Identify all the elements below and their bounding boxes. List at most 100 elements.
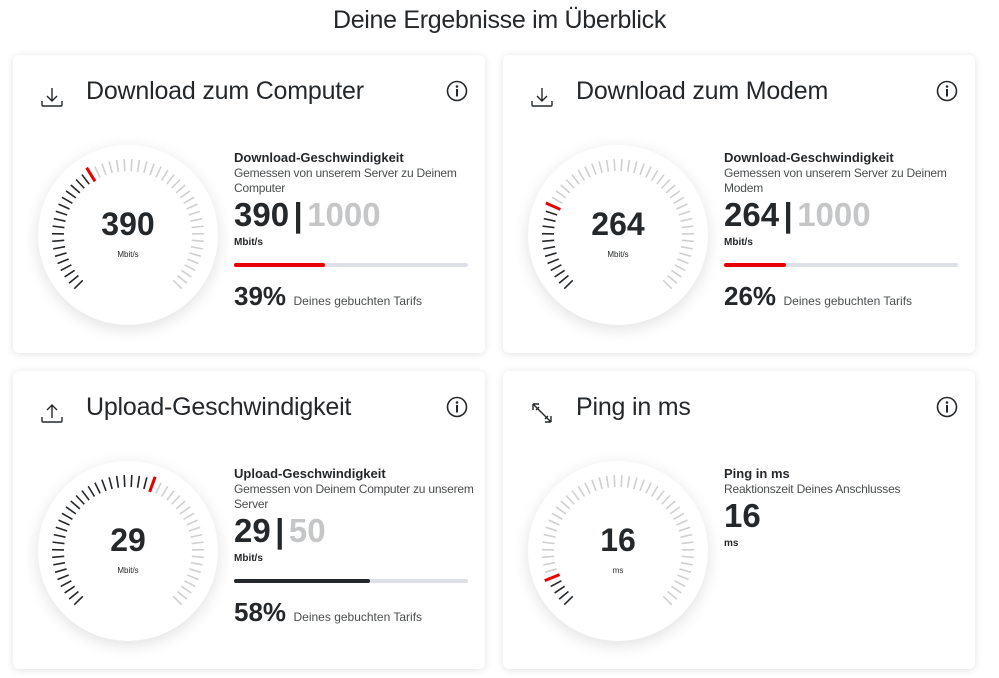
gauge-tick	[58, 519, 70, 526]
gauge-tick	[52, 239, 65, 243]
gauge-tick	[188, 210, 201, 216]
progress-bar	[234, 263, 468, 267]
gauge-value: 390	[101, 206, 155, 242]
gauge-tick	[558, 590, 569, 600]
gauge-tick	[584, 166, 591, 178]
gauge-tick	[184, 580, 196, 588]
gauge-tick	[57, 258, 69, 265]
percent-value: 58%	[234, 597, 287, 627]
gauge-tick	[171, 178, 181, 189]
gauge-tick	[662, 279, 673, 290]
gauge-tick	[190, 245, 203, 250]
gauge-tick	[679, 252, 692, 258]
gauge-tick	[130, 475, 133, 488]
gauge-tick	[64, 269, 76, 278]
gauge-tick	[160, 485, 169, 497]
gauge-tick	[673, 196, 685, 205]
info-icon[interactable]	[446, 396, 468, 418]
value-unit: Mbit/s	[234, 553, 263, 564]
result-value-row: 29 | 50	[234, 513, 474, 556]
gauge-value: 264	[591, 206, 645, 242]
gauge-tick	[551, 512, 563, 521]
gauge-tick	[598, 161, 603, 174]
gauge-tick	[674, 580, 686, 588]
upload-icon	[41, 404, 63, 423]
gauge-tick	[81, 490, 90, 501]
gauge-tick	[665, 184, 676, 194]
gauge-tick	[186, 519, 198, 526]
gauge-tick	[171, 494, 181, 505]
gauge-unit: Mbit/s	[117, 250, 139, 259]
gauge-tick	[577, 485, 586, 497]
gauge-needle-tick	[545, 201, 562, 211]
gauge-tick	[175, 184, 186, 194]
gauge-tick	[571, 174, 580, 185]
gauge-tick	[544, 568, 557, 574]
gauge-tick	[554, 585, 566, 594]
gauge-tick	[115, 159, 120, 172]
gauge-tick	[183, 196, 195, 205]
gauge-tick	[60, 580, 72, 588]
gauge-unit: Mbit/s	[117, 566, 139, 575]
gauge-unit: ms	[612, 566, 624, 575]
gauge-tick	[53, 561, 66, 566]
gauge-tick	[58, 203, 70, 210]
gauge-ticks	[541, 159, 695, 290]
result-value-row: 390 | 1000	[234, 197, 474, 240]
gauge-tick	[613, 475, 616, 488]
percent-row: 26% Deines gebuchten Tarifs	[724, 281, 912, 312]
gauge-tick	[543, 561, 556, 566]
value-separator: |	[783, 196, 793, 233]
gauge-tick	[115, 475, 120, 488]
gauge-tick	[545, 526, 558, 532]
gauge-tick	[667, 590, 678, 600]
gauge-tick	[183, 512, 195, 521]
result-description: Gemessen von Deinem Computer zu unserem …	[234, 482, 474, 511]
gauge-tick	[166, 174, 175, 185]
gauge-tick	[678, 526, 691, 532]
gauge-tick	[190, 561, 203, 566]
gauge-tick	[626, 475, 631, 488]
gauge-tick	[680, 245, 693, 250]
result-details: Download-Geschwindigkeit Gemessen von un…	[724, 150, 964, 248]
card-title: Ping in ms	[576, 393, 691, 421]
gauge-tick	[678, 210, 691, 216]
progress-bar-fill	[234, 263, 326, 267]
gauge-tick	[674, 264, 686, 272]
card-title: Download zum Modem	[576, 77, 829, 105]
result-description: Gemessen von unserem Server zu Deinem Co…	[234, 166, 457, 195]
gauge-tick	[155, 166, 162, 178]
gauge-tick	[681, 239, 694, 243]
gauge-tick	[677, 258, 689, 265]
gauge-tick	[57, 574, 69, 581]
gauge-tick	[681, 555, 694, 559]
info-icon[interactable]	[936, 396, 958, 418]
gauge-tick	[160, 169, 169, 181]
gauge-ticks	[51, 475, 205, 606]
gauge-tick	[55, 210, 68, 216]
gauge-tick	[639, 479, 645, 492]
gauge-tick	[123, 475, 126, 488]
gauge-tick	[550, 580, 562, 588]
gauge-tick	[548, 519, 560, 526]
gauge-tick	[639, 163, 645, 176]
gauge-tick	[130, 159, 133, 172]
result-title: Download-Geschwindigkeit	[724, 150, 894, 165]
gauge-tick	[620, 475, 623, 488]
gauge-tick	[555, 190, 567, 199]
gauge-tick	[676, 519, 688, 526]
gauge-tick	[591, 163, 597, 176]
card-download-modem: Download zum Modem 264 Mbit/s Download-G…	[503, 55, 975, 353]
gauge-tick	[560, 184, 571, 194]
gauge-tick	[626, 159, 631, 172]
result-title: Download-Geschwindigkeit	[234, 150, 404, 165]
gauge-tick	[54, 252, 67, 258]
gauge-ticks	[541, 475, 695, 606]
gauge-tick	[188, 526, 201, 532]
gauge-tick	[94, 166, 101, 178]
gauge-tick	[591, 479, 597, 492]
gauge-tick	[179, 506, 191, 515]
info-icon[interactable]	[936, 80, 958, 102]
gauge-tick	[172, 595, 183, 606]
info-icon[interactable]	[446, 80, 468, 102]
